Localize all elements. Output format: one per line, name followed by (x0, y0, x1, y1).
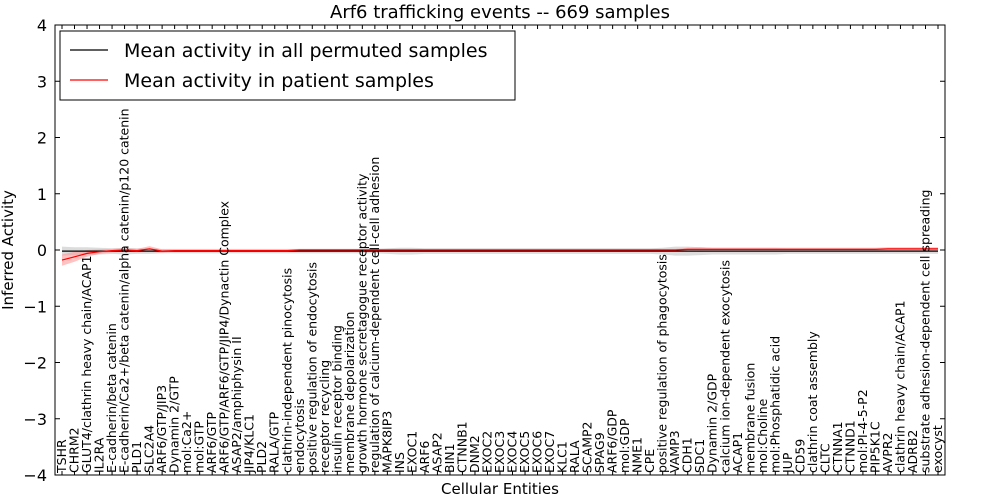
y-tick-label: −3 (23, 410, 47, 429)
series-lines (61, 248, 938, 261)
category-label: RALA (567, 440, 582, 473)
category-label: positive regulation of phagocytosis (655, 254, 670, 473)
category-label: ASAP2 (429, 432, 444, 473)
category-label: EXOC5 (517, 431, 532, 473)
category-label: clathrin-independent pinocytosis (279, 268, 294, 473)
y-tick-label: 0 (37, 241, 47, 260)
category-label: mol:Phosphatidic acid (767, 336, 782, 473)
y-tick-label: 2 (37, 129, 47, 148)
category-label: GLUT4/clathrin heavy chain/ACAP1 (79, 255, 94, 473)
category-label: CTNNB1 (455, 421, 470, 473)
category-label: EXOC4 (505, 431, 520, 473)
y-axis-label: Inferred Activity (0, 190, 17, 310)
category-label: positive regulation of endocytosis (304, 262, 319, 473)
category-label: mol:GDP (617, 418, 632, 473)
category-label: SPAG9 (592, 432, 607, 473)
category-label: ADRB2 (905, 430, 920, 473)
category-label: regulation of calcium-dependent cell-cel… (367, 157, 382, 473)
category-label: Dynamin 2/GDP (705, 373, 720, 473)
category-label: ARF6/GTP/ARF6/GTP/JIP4/Dynactin Complex (217, 201, 232, 473)
legend-label-patient: Mean activity in patient samples (124, 70, 434, 92)
category-label: EXOC7 (542, 431, 557, 473)
category-label: membrane fusion (742, 363, 757, 473)
category-label: mol:GTP (192, 421, 207, 473)
category-label: JIP4/KLC1 (242, 414, 257, 474)
category-label: ACAP1 (730, 432, 745, 473)
category-label: mol:Ca2+ (179, 411, 194, 473)
category-label: EXOC3 (492, 431, 507, 473)
category-label: CD59 (792, 439, 807, 473)
category-label: insulin receptor binding (329, 325, 344, 473)
category-label: receptor recycling (317, 360, 332, 473)
category-label: PLD2 (254, 441, 269, 473)
category-label: EXOC2 (480, 431, 495, 473)
y-tick-label: 1 (37, 185, 47, 204)
category-label: EXOC6 (530, 431, 545, 473)
category-label: VAMP3 (667, 430, 682, 473)
category-label: Dynamin 2/GTP (167, 376, 182, 473)
chart-title: Arf6 trafficking events -- 669 samples (330, 2, 670, 23)
category-label: CTNNA1 (830, 421, 845, 473)
category-label: RALA/GTP (267, 411, 282, 473)
legend-frame (59, 30, 516, 101)
category-label: CHRM2 (67, 427, 82, 473)
category-label: CTNND1 (842, 420, 857, 473)
category-label: mol:Choline (755, 398, 770, 473)
category-label: membrane depolarization (342, 312, 357, 473)
category-label: CPE (642, 449, 657, 473)
category-label: substrate adhesion-dependent cell spread… (918, 190, 933, 473)
category-label: ARF6/GDP (605, 409, 620, 473)
category-label: KLC1 (555, 441, 570, 473)
category-label: INS (392, 452, 407, 473)
category-label: growth hormone secretagogue receptor act… (354, 173, 369, 473)
legend: Mean activity in all permuted samples Me… (59, 30, 516, 101)
category-label: BIN1 (442, 443, 457, 473)
category-label: CLTC (817, 443, 832, 473)
category-label: endocytosis (292, 398, 307, 473)
category-label: clathrin heavy chain/ACAP1 (893, 300, 908, 473)
category-label: ARF6 (417, 441, 432, 473)
category-label: EXOC1 (404, 431, 419, 473)
category-label: clathrin coat assembly (805, 331, 820, 473)
line-patient (61, 248, 938, 261)
y-tick-label: −2 (23, 354, 47, 373)
category-label: ARF6/GTP (204, 412, 219, 473)
category-label: CDH1 (680, 437, 695, 473)
y-tick-label: 3 (37, 72, 47, 91)
category-label: PIP5K1C (867, 421, 882, 473)
category-label: ASAP2/amphiphysin II (229, 336, 244, 473)
category-label: SDC1 (692, 439, 707, 473)
category-label: DNM2 (467, 435, 482, 473)
category-label: TSHR (54, 439, 69, 474)
x-axis-label: Cellular Entities (441, 480, 559, 498)
category-label: NME1 (630, 437, 645, 473)
y-tick-label: −1 (23, 297, 47, 316)
category-label: PLD1 (129, 441, 144, 473)
category-label: SLC2A4 (142, 425, 157, 473)
y-axis-ticks: −4 −3 −2 −1 0 1 2 3 4 (23, 16, 945, 485)
y-tick-label: 4 (37, 16, 47, 35)
category-label: MAPK8IP3 (379, 411, 394, 473)
category-label: mol:PI-4-5-P2 (855, 389, 870, 473)
category-label: SCAMP2 (580, 422, 595, 474)
y-tick-label: −4 (23, 466, 47, 485)
category-label: AVPR2 (880, 433, 895, 473)
category-label: E-cadherin/Ca2+/beta catenin/alpha caten… (117, 108, 132, 473)
category-label: ARF6/GTP/JIP3 (154, 385, 169, 473)
category-label: IL2RA (92, 437, 107, 473)
category-label: calcium ion-dependent exocytosis (717, 260, 732, 473)
category-label: E-cadherin/beta catenin (104, 323, 119, 473)
category-label: exocyst (930, 425, 945, 473)
plot-frame (54, 24, 946, 476)
legend-label-permuted: Mean activity in all permuted samples (124, 40, 487, 62)
category-label: JUP (780, 452, 795, 474)
